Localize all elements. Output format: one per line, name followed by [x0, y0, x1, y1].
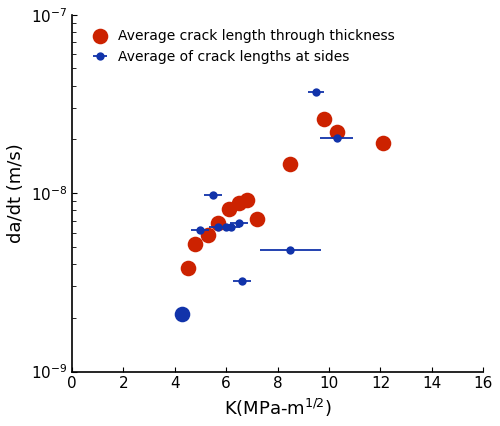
Average crack length through thickness: [320, 116, 328, 123]
Average crack length through thickness: [184, 265, 192, 271]
Average crack length through thickness: [253, 215, 261, 222]
Average crack length through thickness: [235, 200, 243, 207]
Point: [178, 311, 186, 317]
Average crack length through thickness: [286, 161, 294, 168]
Average crack length through thickness: [214, 220, 222, 227]
Average crack length through thickness: [225, 205, 233, 212]
Average crack length through thickness: [192, 240, 200, 247]
X-axis label: K(MPa-m$^{1/2}$): K(MPa-m$^{1/2}$): [224, 397, 332, 419]
Y-axis label: da/dt (m/s): da/dt (m/s): [7, 143, 25, 243]
Average crack length through thickness: [333, 129, 341, 135]
Average crack length through thickness: [204, 232, 212, 239]
Legend: Average crack length through thickness, Average of crack lengths at sides: Average crack length through thickness, …: [79, 22, 402, 71]
Average crack length through thickness: [243, 196, 251, 203]
Average crack length through thickness: [379, 140, 387, 147]
